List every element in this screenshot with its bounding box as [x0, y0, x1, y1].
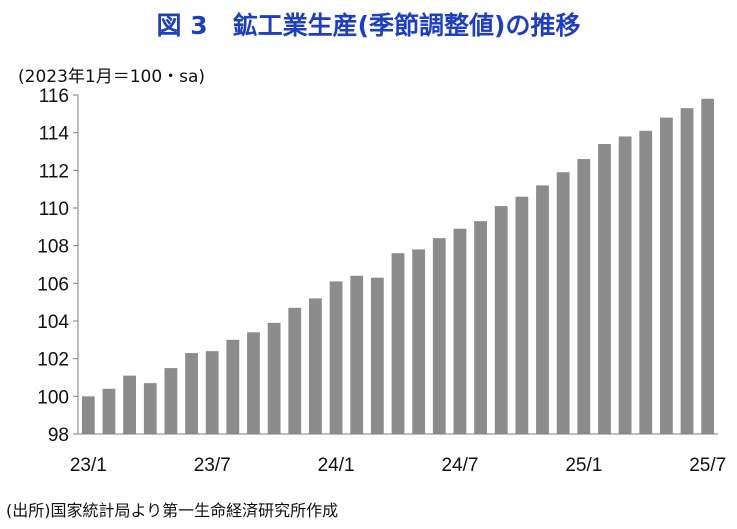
bar-24/9: [494, 206, 508, 434]
bar-24/1: [329, 281, 343, 434]
y-tick-label: 112: [39, 161, 69, 182]
bar-23/1: [81, 396, 95, 434]
x-tick-label: 23/7: [194, 455, 231, 476]
y-tick-label: 100: [37, 387, 69, 408]
bar-23/5: [164, 368, 178, 434]
chart-title: 図 3 鉱工業生産(季節調整値)の推移: [156, 11, 581, 40]
y-tick-label: 98: [48, 425, 69, 446]
bar-24/6: [432, 238, 446, 434]
bar-25/4: [639, 130, 653, 434]
x-tick-label: 25/1: [565, 455, 602, 476]
source-note: (出所)国家統計局より第一生命経済研究所作成: [6, 501, 339, 520]
bar-23/7: [205, 351, 219, 434]
bar-23/11: [288, 307, 302, 434]
bar-23/2: [102, 388, 116, 434]
x-tick-label: 23/1: [70, 455, 107, 476]
unit-note: (2023年1月＝100・sa): [18, 67, 206, 87]
y-tick-label: 110: [39, 199, 69, 220]
bar-23/4: [143, 383, 157, 434]
y-tick-label: 108: [37, 237, 69, 258]
bar-24/2: [350, 275, 364, 434]
y-tick-label: 116: [39, 86, 69, 107]
bar-24/3: [370, 277, 384, 434]
bar-24/10: [515, 196, 529, 434]
bars-group: [81, 98, 715, 435]
bar-24/5: [412, 249, 426, 434]
y-axis: 98 100 102 104 106 108 110 112 114 116: [37, 86, 79, 446]
y-tick-label: 106: [37, 274, 69, 295]
bar-23/8: [226, 339, 240, 434]
bar-25/5: [659, 117, 673, 434]
x-axis: 23/1 23/7 24/1 24/7 25/1 25/7: [70, 433, 726, 476]
y-tick-label: 104: [37, 312, 69, 333]
y-tick-label: 102: [37, 350, 69, 371]
bar-24/4: [391, 253, 405, 434]
bar-24/11: [536, 185, 549, 434]
bar-23/10: [267, 322, 281, 434]
x-tick-label: 25/7: [689, 455, 726, 476]
bar-24/7: [453, 228, 467, 434]
bar-23/12: [309, 298, 322, 434]
bar-23/9: [247, 332, 260, 434]
bar-25/7: [701, 98, 715, 435]
y-tick-label: 114: [39, 124, 70, 145]
x-tick-label: 24/1: [318, 455, 355, 476]
bar-25/3: [618, 136, 632, 434]
bar-23/6: [185, 353, 198, 434]
bar-24/12: [556, 172, 570, 434]
bar-25/2: [598, 143, 611, 434]
bar-25/6: [680, 108, 694, 435]
bar-25/1: [577, 159, 591, 434]
bar-23/3: [123, 375, 137, 434]
x-tick-label: 24/7: [441, 455, 478, 476]
bar-24/8: [474, 221, 487, 434]
